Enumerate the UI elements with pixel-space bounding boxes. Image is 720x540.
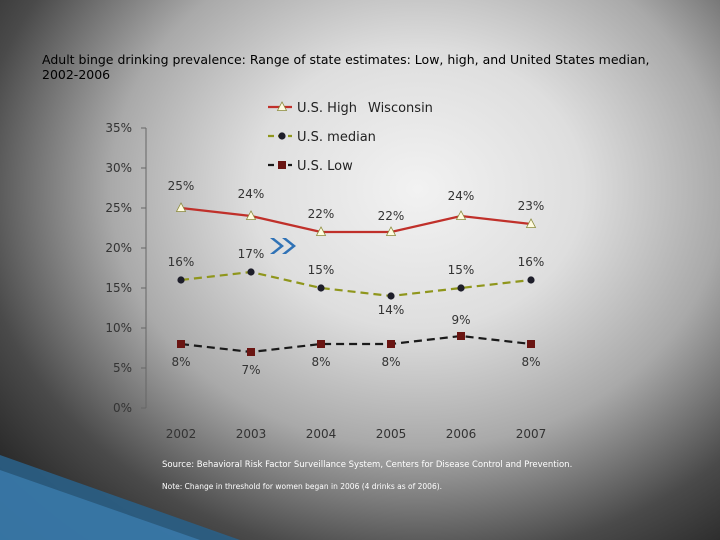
data-point — [175, 202, 187, 212]
data-label: 17% — [238, 247, 265, 261]
data-label: 15% — [308, 263, 335, 277]
data-label: 8% — [171, 355, 190, 369]
y-tick-label: 10% — [105, 321, 132, 335]
data-point — [457, 332, 465, 340]
footnote: Note: Change in threshold for women bega… — [162, 482, 443, 491]
data-point — [317, 340, 325, 348]
blue-chevron-icon — [270, 238, 284, 254]
data-point — [527, 276, 535, 284]
data-point — [247, 268, 255, 276]
data-point — [245, 210, 257, 220]
data-point — [177, 340, 185, 348]
axes: 0% 5% 10% 15% 20% 25% 30% 35% 2002 2003 2004 2005 20… — [105, 121, 546, 441]
y-tick-label: 20% — [105, 241, 132, 255]
legend-label: U.S. High — [297, 101, 357, 116]
data-label: 9% — [451, 313, 470, 327]
x-tick-label: 2003 — [236, 427, 267, 441]
series-layer: 25% 24% 22% 22% 24% 23% 16% 17% 15% 14% 15% 16% 8% 7%… — [168, 179, 545, 377]
data-label: 15% — [448, 263, 475, 277]
blue-chevron-icon-2 — [282, 238, 296, 254]
data-point — [387, 292, 395, 300]
y-tick-label: 30% — [105, 161, 132, 175]
legend-marker — [278, 132, 286, 140]
data-point — [455, 210, 467, 220]
data-point — [457, 284, 465, 292]
y-tick-label: 5% — [113, 361, 132, 375]
data-point — [177, 276, 185, 284]
x-tick-label: 2006 — [446, 427, 477, 441]
x-tick-label: 2005 — [376, 427, 407, 441]
legend-label: U.S. Low — [297, 159, 353, 174]
data-label: 23% — [518, 199, 545, 213]
data-point — [527, 340, 535, 348]
data-point — [247, 348, 255, 356]
data-label: 24% — [448, 189, 475, 203]
data-label: 25% — [168, 179, 195, 193]
data-point — [525, 218, 537, 228]
source-note: Source: Behavioral Risk Factor Surveilla… — [162, 460, 573, 470]
data-label: 8% — [521, 355, 540, 369]
x-tick-label: 2007 — [516, 427, 547, 441]
data-label: 7% — [241, 363, 260, 377]
y-tick-label: 25% — [105, 201, 132, 215]
series-line-u-s-high — [180, 206, 532, 234]
data-point — [317, 284, 325, 292]
corner-decoration-highlight — [0, 470, 200, 540]
data-label: 8% — [381, 355, 400, 369]
y-tick-label: 0% — [113, 401, 132, 415]
series-line-u-s-median — [180, 270, 532, 298]
data-label: 22% — [308, 207, 335, 221]
data-label: 14% — [378, 303, 405, 317]
y-tick-label: 35% — [105, 121, 132, 135]
data-label: 8% — [311, 355, 330, 369]
x-tick-label: 2002 — [166, 427, 197, 441]
legend-marker — [276, 101, 288, 111]
x-tick-label: 2004 — [306, 427, 337, 441]
y-tick-label: 15% — [105, 281, 132, 295]
legend-annotation: Wisconsin — [368, 101, 433, 116]
legend-marker — [278, 161, 286, 169]
data-point — [385, 226, 397, 236]
data-label: 24% — [238, 187, 265, 201]
data-label: 16% — [518, 255, 545, 269]
legend-label: U.S. median — [297, 130, 376, 145]
data-label: 22% — [378, 209, 405, 223]
data-point — [315, 226, 327, 236]
legend: U.S. High Wisconsin U.S. median U.S. Low — [268, 101, 433, 174]
chart-title: Adult binge drinking prevalence: Range o… — [42, 52, 650, 82]
data-label: 16% — [168, 255, 195, 269]
data-point — [387, 340, 395, 348]
series-line-u-s-low — [180, 334, 532, 354]
